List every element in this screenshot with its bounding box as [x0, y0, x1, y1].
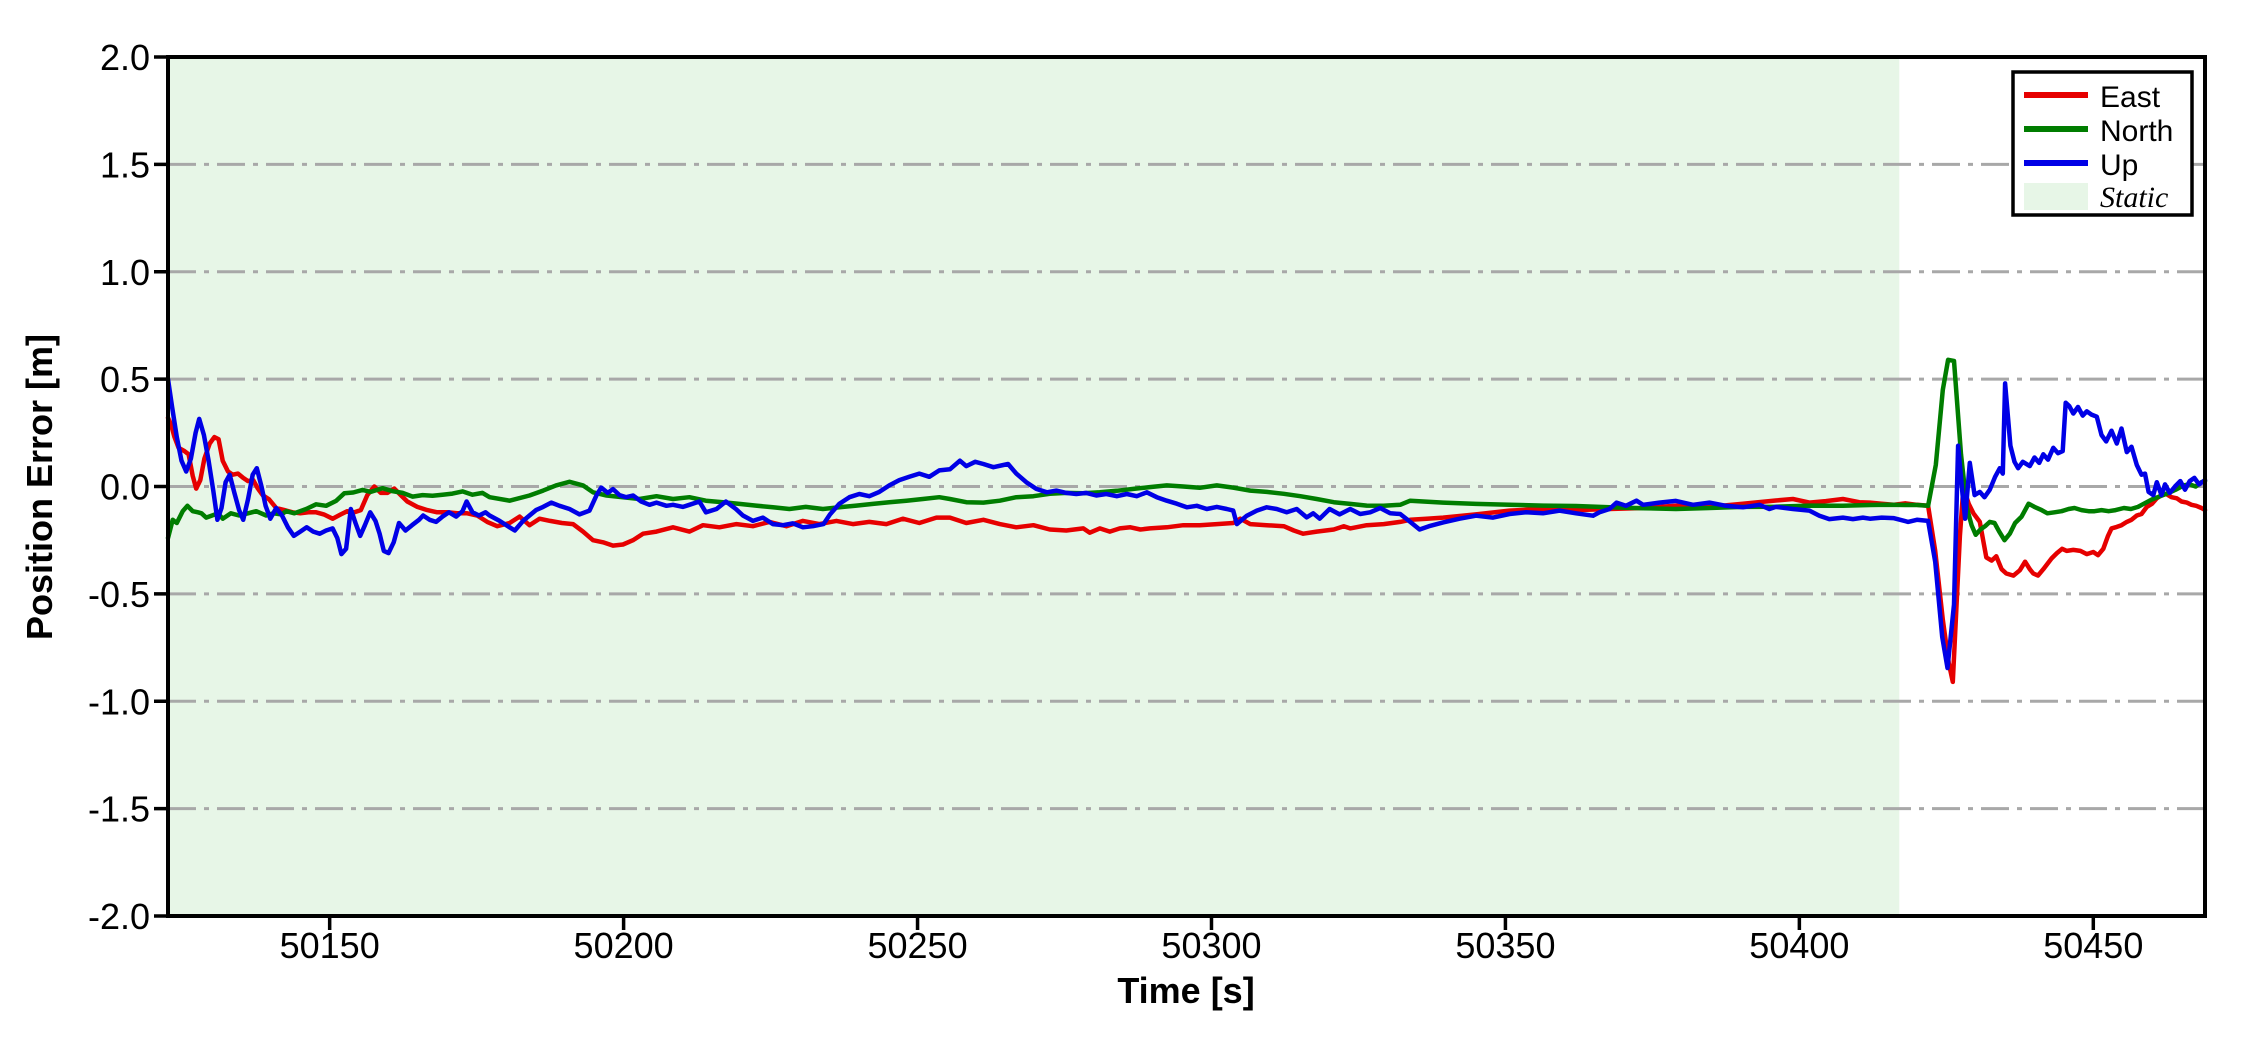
legend-label-static: Static — [2100, 181, 2168, 214]
y-tick-label: 0.0 — [100, 467, 150, 508]
y-tick-label: 1.5 — [100, 144, 150, 185]
static-patch-swatch — [2024, 183, 2088, 210]
series-north-line — [165, 357, 2208, 543]
legend-entry-north: North — [2024, 115, 2173, 148]
x-tick-label: 50450 — [2043, 925, 2143, 966]
legend: East North Up Static — [2011, 70, 2194, 217]
x-tick-label: 50350 — [1455, 925, 1555, 966]
x-axis: 50150 50200 50250 50300 50350 50400 50450 — [280, 916, 2143, 966]
x-tick-label: 50300 — [1161, 925, 1261, 966]
x-tick-label: 50250 — [867, 925, 967, 966]
legend-label-east: East — [2100, 81, 2161, 114]
legend-label-north: North — [2100, 115, 2173, 148]
x-tick-label: 50150 — [280, 925, 380, 966]
series-up-line — [165, 376, 2208, 671]
y-tick-label: 0.5 — [100, 359, 150, 400]
x-tick-label: 50200 — [574, 925, 674, 966]
y-axis: -2.0 -1.5 -1.0 -0.5 0.0 0.5 1.0 1.5 2.0 — [88, 37, 168, 937]
y-tick-label: -2.0 — [88, 896, 150, 937]
legend-entry-east: East — [2024, 81, 2161, 114]
x-axis-title: Time [s] — [1117, 970, 1254, 1011]
y-tick-label: 1.0 — [100, 252, 150, 293]
series-east-line — [165, 415, 2208, 685]
y-axis-title: Position Error [m] — [19, 334, 60, 640]
legend-entry-static: Static — [2024, 181, 2168, 214]
y-tick-label: -0.5 — [88, 574, 150, 615]
x-tick-label: 50400 — [1749, 925, 1849, 966]
series-group — [165, 357, 2208, 685]
y-tick-label: -1.0 — [88, 681, 150, 722]
legend-entry-up: Up — [2024, 149, 2138, 182]
y-tick-label: -1.5 — [88, 789, 150, 830]
legend-label-up: Up — [2100, 149, 2138, 182]
y-tick-label: 2.0 — [100, 37, 150, 78]
